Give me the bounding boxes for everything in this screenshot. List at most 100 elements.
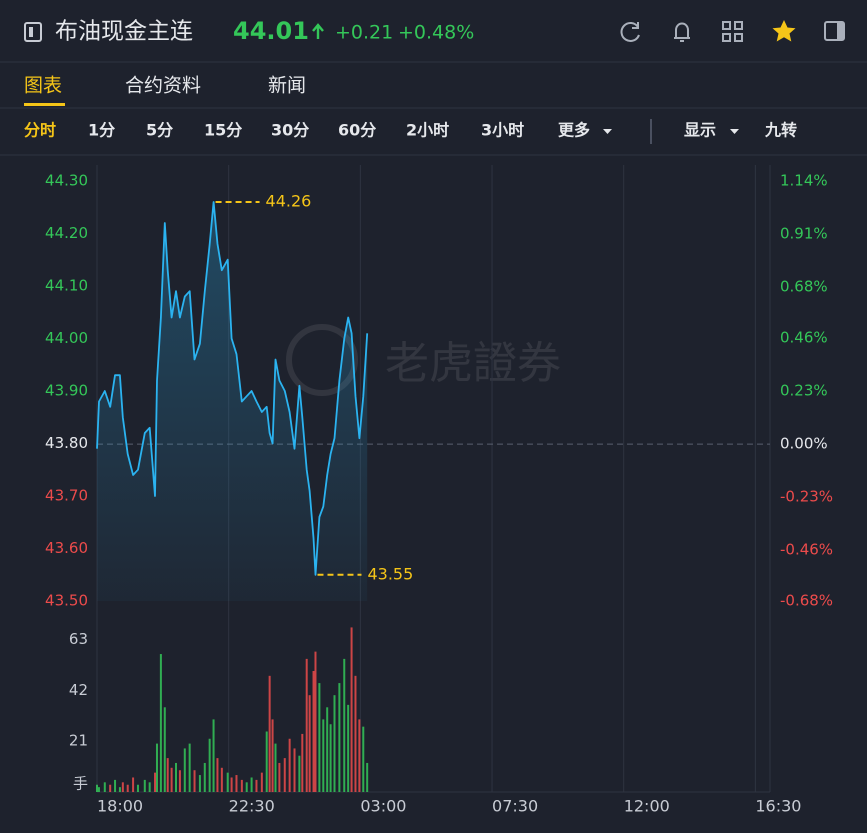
volume-bar [155,743,158,792]
period-button[interactable]: 30分 [271,121,309,140]
y-tick-label: 43.70 [45,487,88,505]
volume-bar [118,787,121,792]
volume-bar [301,733,304,792]
volume-bar [103,782,106,792]
toolbar-icons [620,21,845,42]
y2-tick-label: 0.46% [780,328,828,346]
volume-bar [314,651,317,792]
volume-bar [260,772,263,792]
volume-bar [126,784,129,792]
y-tick-label: 44.30 [45,172,88,190]
volume-tick-label: 42 [69,681,88,699]
y-tick-label: 43.80 [45,434,88,452]
volume-bar [338,683,341,792]
volume-bar [143,779,146,792]
volume-bar [175,762,178,792]
volume-bar [283,758,286,792]
bell-icon[interactable] [674,22,690,42]
volume-bar [109,784,112,792]
tab-underline [24,103,65,106]
volume-bar [96,784,98,792]
watermark-logo [286,324,358,396]
panel-icon[interactable] [824,21,845,41]
volume-bar [136,784,139,792]
volume-bar [148,782,151,792]
volume-bar [208,738,211,792]
grid-icon[interactable] [722,21,743,42]
extreme-label: 44.26 [266,192,312,211]
volume-bar [358,719,361,792]
volume-bar [268,675,271,792]
x-tick-label: 03:00 [360,797,406,816]
volume-bar [312,670,315,792]
volume-bar [326,707,329,792]
period-button[interactable]: 分时 [24,121,56,140]
watermark: 老虎證券 [286,324,561,396]
volume-bar [220,767,223,792]
volume-bar [198,775,201,792]
tab[interactable]: 新闻 [268,75,306,97]
volume-bar [298,755,301,792]
y-tick-label: 43.90 [45,382,88,400]
volume-bar [366,762,369,792]
period-button[interactable]: 2小时 [406,121,449,140]
price-line [96,201,369,576]
favorite-star[interactable] [772,20,796,42]
y-tick-label: 44.10 [45,277,88,295]
tab[interactable]: 合约资料 [125,75,201,97]
period-button[interactable]: 15分 [204,121,242,140]
extreme-label: 43.55 [367,564,413,583]
y2-tick-label: -0.23% [780,488,833,506]
volume-bar [265,731,268,792]
volume-bar [305,658,308,792]
watermark-text: 老虎證券 [385,338,561,389]
tool-button[interactable]: 九转 [764,121,797,140]
volume-bar [97,787,100,792]
volume-bar [274,743,277,792]
volume-bar [333,695,336,792]
volume-unit: 手 [73,775,88,793]
volume-bar [159,654,162,792]
volume-bar [170,767,173,792]
y-tick-label: 44.20 [45,224,88,242]
x-tick-label: 22:30 [229,797,275,816]
volume-bar [226,772,229,792]
refresh-icon[interactable] [620,22,640,42]
volume-bar [132,777,135,792]
period-button[interactable]: 更多 [558,121,590,140]
panel-icon-fill [837,23,843,39]
period-button[interactable]: 60分 [338,121,376,140]
menu-icon[interactable] [24,22,42,42]
tool-button[interactable]: 显示 [684,121,716,140]
menu-icon-bar [29,27,33,37]
period-button[interactable]: 1分 [88,121,115,140]
volume-bar [362,726,365,792]
y2-tick-label: 0.23% [780,382,828,400]
volume-tick-label: 21 [69,732,88,750]
volume-bar [350,627,353,792]
volume-bar [255,779,258,792]
volume-bar [121,782,124,792]
volume-bar [308,695,311,792]
tab[interactable]: 图表 [24,75,62,97]
volume-bar [114,779,117,792]
y2-tick-label: 0.68% [780,278,828,296]
volume-bar [318,683,321,792]
y2-tick-label: 0.00% [780,435,828,453]
volume-bar [154,772,157,792]
y2-tick-label: -0.46% [780,541,833,559]
volume-bar [216,758,219,792]
volume-bar [347,704,350,792]
x-tick-label: 18:00 [97,797,143,816]
volume-bar [230,777,233,792]
volume-bar [166,758,169,792]
volume-bar [354,675,357,792]
period-button[interactable]: 3小时 [481,121,524,140]
last-price: 44.01 [233,17,309,45]
period-button[interactable]: 5分 [146,121,173,140]
y2-tick-label: -0.68% [780,592,833,610]
volume-tick-label: 63 [69,630,88,648]
volume-bar [329,724,332,792]
volume-bar [271,719,274,792]
